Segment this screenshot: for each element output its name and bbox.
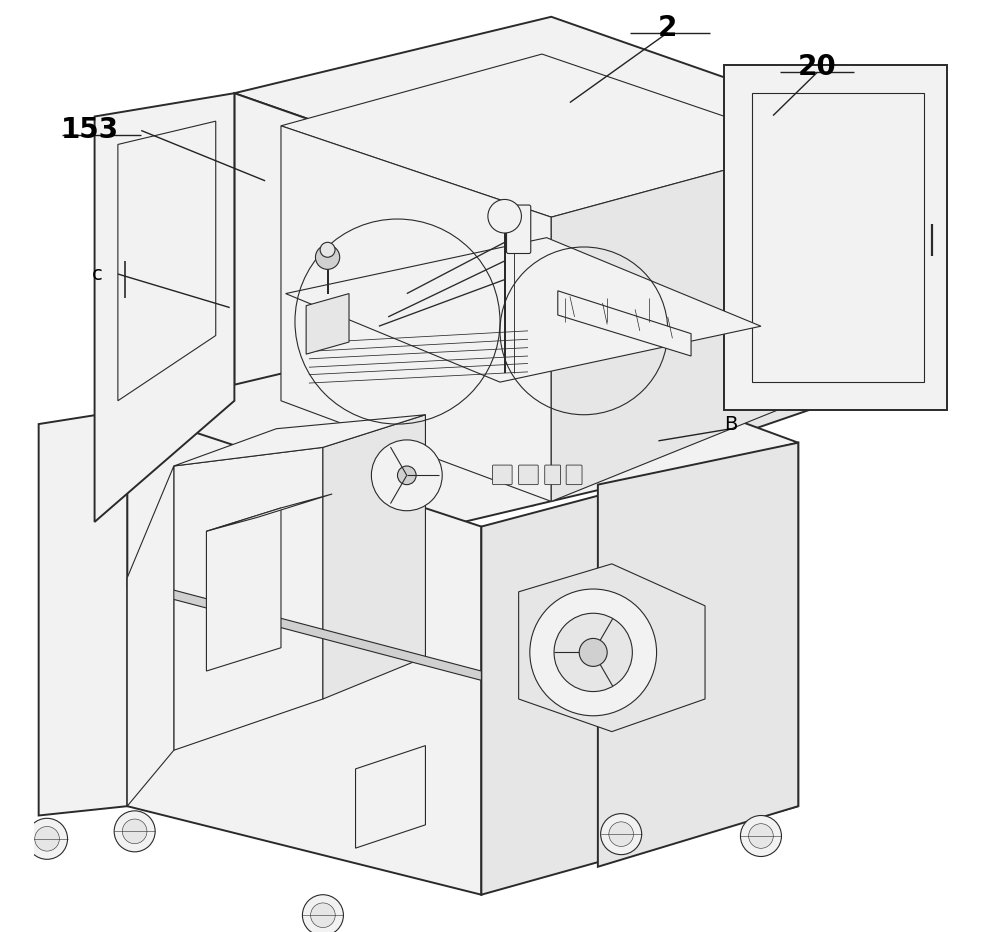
Polygon shape	[118, 121, 216, 401]
Polygon shape	[752, 93, 924, 382]
Polygon shape	[519, 564, 705, 732]
Polygon shape	[481, 443, 798, 895]
Circle shape	[311, 903, 335, 927]
Text: c: c	[92, 265, 103, 283]
Polygon shape	[598, 443, 798, 867]
Polygon shape	[127, 326, 798, 527]
Text: 2: 2	[658, 14, 677, 42]
Circle shape	[397, 466, 416, 485]
Circle shape	[554, 613, 632, 692]
Text: 20: 20	[798, 53, 836, 81]
Circle shape	[371, 440, 442, 511]
Polygon shape	[127, 410, 481, 895]
Polygon shape	[174, 447, 323, 750]
Polygon shape	[724, 65, 947, 410]
Circle shape	[530, 589, 657, 716]
Text: B: B	[724, 415, 738, 433]
Circle shape	[114, 811, 155, 852]
Text: 153: 153	[61, 116, 119, 144]
Circle shape	[488, 199, 521, 233]
Polygon shape	[558, 291, 691, 356]
Polygon shape	[39, 410, 127, 816]
Circle shape	[35, 827, 59, 851]
FancyBboxPatch shape	[507, 205, 531, 254]
Polygon shape	[533, 121, 850, 505]
Circle shape	[302, 895, 343, 932]
Circle shape	[740, 816, 781, 857]
Polygon shape	[281, 126, 551, 501]
FancyBboxPatch shape	[519, 465, 538, 485]
Polygon shape	[127, 466, 174, 806]
Circle shape	[27, 818, 68, 859]
Circle shape	[315, 245, 340, 269]
Circle shape	[122, 819, 147, 843]
Polygon shape	[127, 578, 481, 680]
Polygon shape	[286, 238, 761, 382]
Polygon shape	[356, 746, 425, 848]
FancyBboxPatch shape	[545, 465, 561, 485]
Polygon shape	[234, 93, 533, 505]
FancyBboxPatch shape	[566, 465, 582, 485]
Circle shape	[601, 814, 642, 855]
Circle shape	[609, 822, 633, 846]
Polygon shape	[323, 415, 425, 699]
Polygon shape	[551, 146, 812, 501]
Polygon shape	[95, 93, 234, 522]
Circle shape	[579, 638, 607, 666]
Polygon shape	[206, 508, 281, 671]
Polygon shape	[306, 294, 349, 354]
Circle shape	[320, 242, 335, 257]
Polygon shape	[234, 17, 850, 198]
Circle shape	[749, 824, 773, 848]
Polygon shape	[281, 54, 812, 217]
Polygon shape	[174, 415, 425, 466]
FancyBboxPatch shape	[493, 465, 512, 485]
Polygon shape	[206, 494, 332, 531]
